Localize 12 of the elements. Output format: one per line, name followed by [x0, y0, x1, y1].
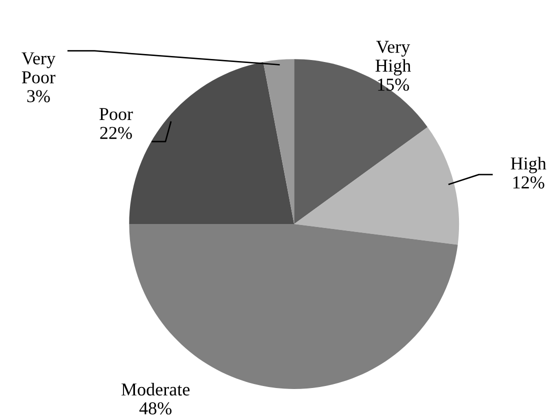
slice-label: Very Poor: [22, 52, 56, 84]
slice-label: Poor: [99, 108, 133, 120]
data-label: 3%: [27, 90, 50, 102]
pie-slice: [294, 127, 460, 245]
data-label: 12%: [513, 176, 544, 189]
slice-label: Very High: [376, 40, 411, 76]
slice-label: Moderate: [122, 382, 190, 396]
data-label: 48%: [139, 402, 172, 415]
pie-slice: [263, 59, 294, 224]
slice-label: High: [510, 156, 546, 174]
pie-slice: [294, 59, 428, 224]
data-label: 22%: [100, 126, 132, 140]
